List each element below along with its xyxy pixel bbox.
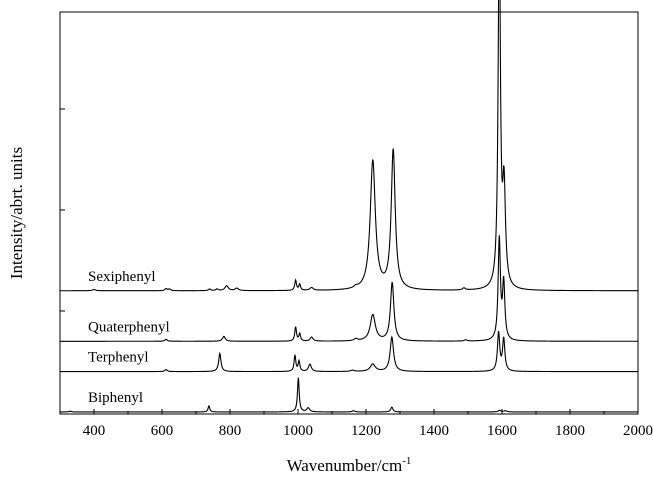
series-line-biphenyl: [60, 377, 638, 413]
x-ticks-group: 400 600 800 1000 1200 1400 1600 1800 2000: [59, 409, 653, 439]
x-tick-label: 1800: [555, 423, 585, 439]
series-label-quaterphenyl: Quaterphenyl: [88, 319, 170, 335]
x-axis-title-text: Wavenumber/cm: [287, 456, 403, 475]
series-line-terphenyl: [60, 330, 638, 373]
plot-frame: [59, 11, 639, 415]
x-tick-label: 1000: [283, 423, 313, 439]
series-label-terphenyl: Terphenyl: [88, 350, 149, 366]
x-tick-label: 800: [219, 423, 242, 439]
series-label-biphenyl: Biphenyl: [88, 390, 143, 406]
x-tick-label: 400: [83, 423, 106, 439]
y-ticks-group: [60, 108, 65, 413]
traces-group: [60, 0, 638, 413]
x-tick-label: 1200: [351, 423, 381, 439]
x-axis-title: Wavenumber/cm-1: [287, 455, 412, 475]
x-tick-label: 2000: [623, 423, 653, 439]
x-tick-label: 600: [151, 423, 174, 439]
y-axis-title: Intensity/abrt. units: [7, 147, 26, 279]
series-label-sexiphenyl: Sexiphenyl: [88, 269, 156, 285]
x-tick-label: 1600: [487, 423, 517, 439]
series-line-sexiphenyl: [60, 0, 638, 292]
x-tick-label: 1400: [419, 423, 449, 439]
x-axis-title-superscript: -1: [402, 455, 411, 467]
series-line-quaterphenyl: [60, 235, 638, 342]
series-labels-group: Biphenyl Terphenyl Quaterphenyl Sexiphenyl: [88, 269, 170, 406]
